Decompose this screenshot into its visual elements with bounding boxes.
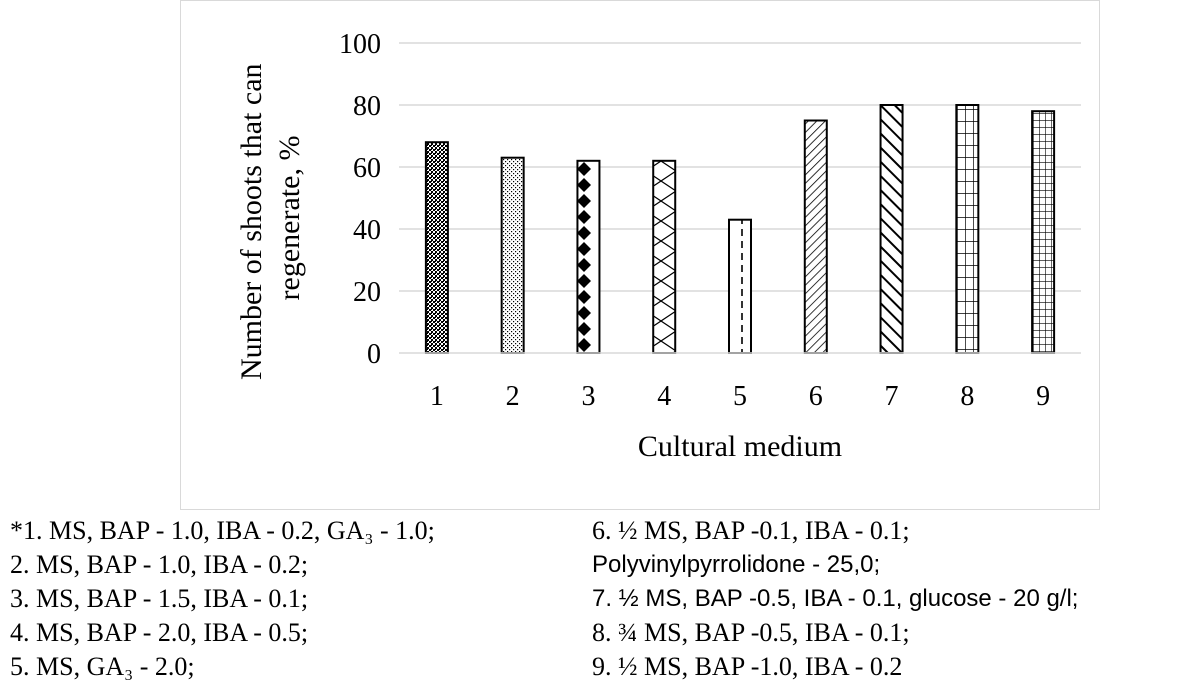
bar-3 [576, 159, 601, 354]
caption-right-line-1: 6. ½ MS, BAP -0.1, IBA - 0.1; [592, 516, 910, 545]
x-tick-label: 7 [885, 381, 899, 412]
caption-left-line-4: 4. MS, BAP - 2.0, IBA - 0.5; [10, 618, 309, 647]
figure-caption: *1. MS, BAP - 1.0, IBA - 0.2, GA₃ - 1.0;… [0, 514, 1200, 693]
x-tick-label: 9 [1036, 381, 1050, 412]
bars [424, 104, 1056, 354]
caption-left-line-5: 5. MS, GA₃ - 2.0; [10, 652, 195, 681]
x-tick-label: 5 [733, 381, 747, 412]
bar-chart: 0 20 40 60 80 100 1 2 3 4 5 6 7 8 9 Cultural medium N… [235, 29, 1081, 463]
y-tick-label: 100 [339, 29, 381, 60]
x-axis-title: Cultural medium [638, 430, 842, 463]
bar-9 [1031, 110, 1056, 354]
bar-6 [803, 119, 828, 354]
caption-left-line-1: *1. MS, BAP - 1.0, IBA - 0.2, GA₃ - 1.0; [10, 516, 435, 545]
x-tick-label: 6 [809, 381, 823, 412]
caption-left-line-3: 3. MS, BAP - 1.5, IBA - 0.1; [10, 584, 309, 613]
bar-8 [955, 104, 980, 354]
y-axis-title: Number of shoots that can regenerate, % [235, 56, 306, 380]
x-tick-label: 8 [960, 381, 974, 412]
x-tick-label: 3 [581, 381, 595, 412]
chart-frame: 0 20 40 60 80 100 1 2 3 4 5 6 7 8 9 Cultural medium N… [180, 0, 1100, 510]
caption-right-line-3: 7. ½ MS, BAP -0.5, IBA - 0.1, glucose - … [592, 585, 1079, 612]
bar-1 [424, 141, 449, 354]
x-axis-ticks: 1 2 3 4 5 6 7 8 9 [430, 381, 1050, 412]
y-axis-ticks: 0 20 40 60 80 100 [339, 29, 381, 370]
x-tick-label: 4 [657, 381, 671, 412]
y-axis-title-line-1: Number of shoots that can [235, 63, 268, 380]
bar-7 [879, 104, 904, 354]
bar-2 [500, 156, 525, 354]
y-tick-label: 20 [353, 277, 381, 308]
y-tick-label: 40 [353, 215, 381, 246]
y-tick-label: 80 [353, 91, 381, 122]
x-tick-label: 2 [506, 381, 520, 412]
caption-left-line-2: 2. MS, BAP - 1.0, IBA - 0.2; [10, 550, 309, 579]
bar-5 [728, 218, 752, 354]
caption-right-line-2: Polyvinylpyrrolidone - 25,0; [592, 551, 881, 578]
y-axis-title-line-2: regenerate, % [273, 136, 306, 301]
y-tick-label: 60 [353, 153, 381, 184]
x-tick-label: 1 [430, 381, 444, 412]
y-tick-label: 0 [367, 339, 381, 370]
caption-right-line-4: 8. ¾ MS, BAP -0.5, IBA - 0.1; [592, 618, 910, 647]
bar-4 [652, 159, 677, 354]
caption-right-line-5: 9. ½ MS, BAP -1.0, IBA - 0.2 [592, 652, 903, 681]
